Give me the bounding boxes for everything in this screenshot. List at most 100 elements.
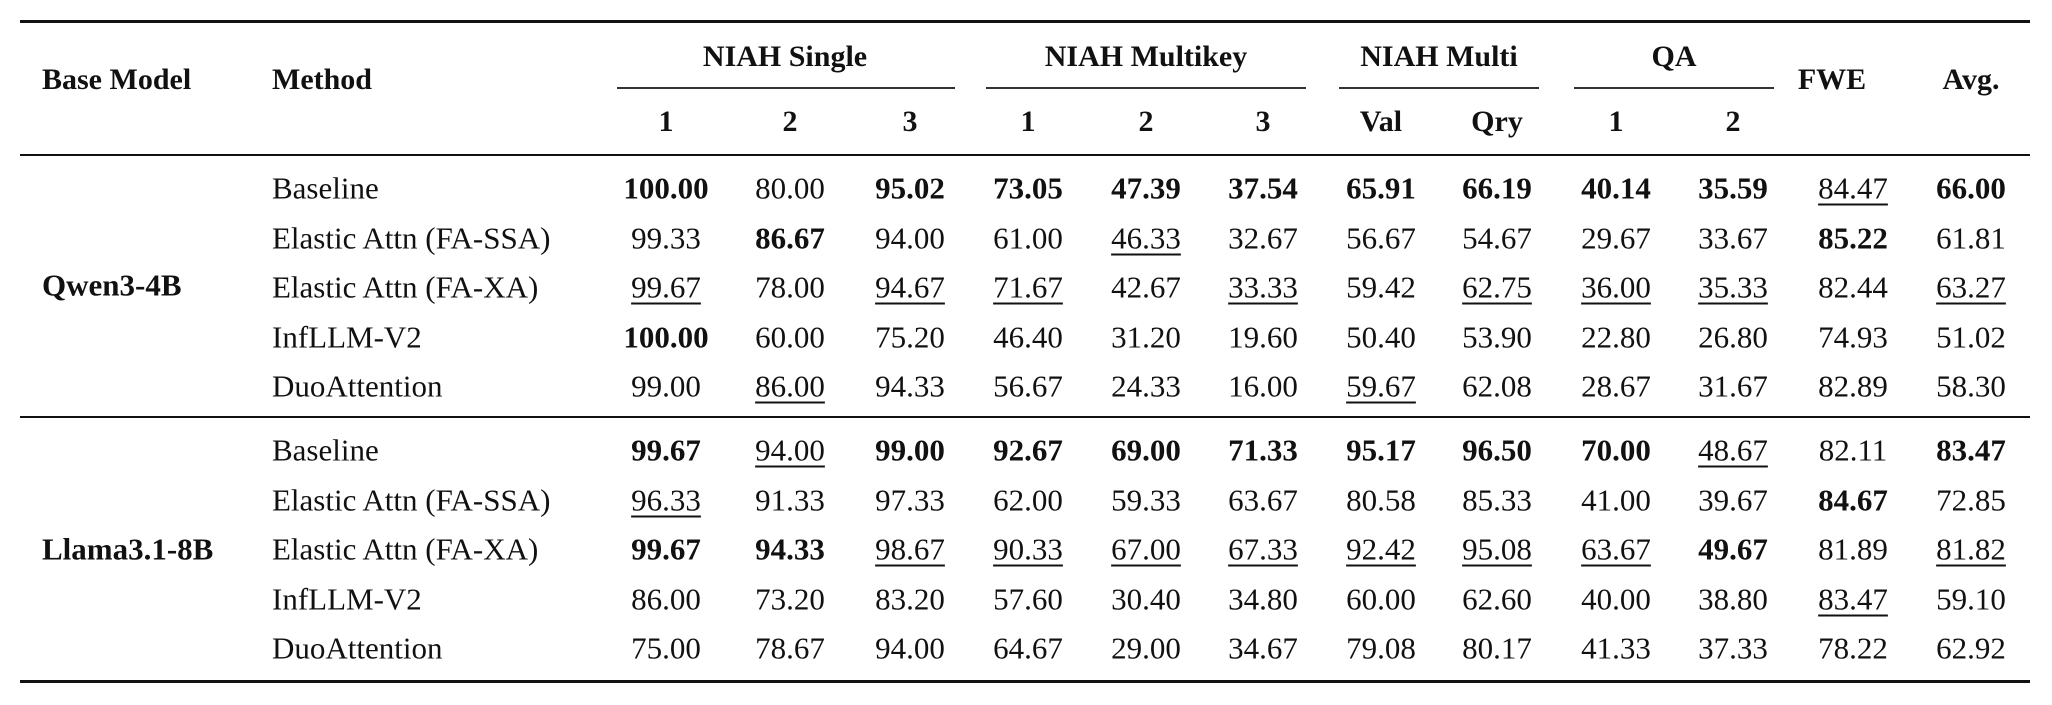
table-cell: 59.42	[1346, 269, 1416, 305]
table-cell: 40.14	[1581, 170, 1651, 206]
table-cell: 83.47	[1936, 432, 2006, 468]
subheader-cell: 2	[782, 105, 798, 138]
bottom-rule	[20, 680, 2030, 683]
table-cell: 99.33	[631, 220, 701, 255]
table-cell: 19.60	[1228, 319, 1298, 354]
table-cell: 73.05	[993, 170, 1063, 206]
table-cell: 48.67	[1698, 432, 1768, 468]
table-cell: 90.33	[993, 531, 1063, 567]
table-cell: 37.54	[1228, 170, 1298, 206]
table-cell: 72.85	[1936, 482, 2006, 517]
header-group-niah-single: NIAH Single	[702, 40, 868, 73]
table-cell: 80.58	[1346, 482, 1416, 517]
top-rule	[20, 20, 2030, 23]
table-cell: 60.00	[1346, 581, 1416, 616]
table-cell: 63.67	[1228, 482, 1298, 517]
model-name-llama: Llama3.1-8B	[42, 531, 214, 567]
subheader-cell: Qry	[1471, 105, 1523, 138]
table-cell: 95.02	[875, 170, 945, 206]
table-cell: 71.67	[993, 269, 1063, 305]
table-cell: 91.33	[755, 482, 825, 517]
table-cell: 63.27	[1936, 269, 2006, 305]
table-cell: 99.67	[631, 432, 701, 468]
table-cell: 53.90	[1462, 319, 1532, 354]
table-cell: 73.20	[755, 581, 825, 616]
header-rule	[20, 154, 2030, 156]
table-cell: 46.40	[993, 319, 1063, 354]
table-cell: 59.33	[1111, 482, 1181, 517]
table-cell: 78.67	[755, 630, 825, 666]
header-fwe: FWE	[1797, 63, 1867, 96]
table-cell: 82.89	[1818, 368, 1888, 404]
header-base-model: Base Model	[42, 63, 192, 96]
table-cell: 64.67	[993, 630, 1063, 666]
method-name: DuoAttention	[272, 630, 443, 666]
table-cell: 33.67	[1698, 220, 1768, 255]
table-cell: 62.60	[1462, 581, 1532, 616]
method-name: Elastic Attn (FA-XA)	[272, 531, 539, 567]
group-underline-qa	[1574, 87, 1774, 89]
table-cell: 16.00	[1228, 368, 1298, 404]
header-group-niah-multikey: NIAH Multikey	[1044, 40, 1248, 73]
group-underline-niah-multikey	[986, 87, 1306, 89]
table-cell: 62.00	[993, 482, 1063, 517]
table-cell: 39.67	[1698, 482, 1768, 517]
table-cell: 56.67	[1346, 220, 1416, 255]
table-cell: 96.33	[631, 482, 701, 517]
method-name: InfLLM-V2	[272, 319, 422, 354]
table-cell: 95.17	[1346, 432, 1416, 468]
table-cell: 37.33	[1698, 630, 1768, 666]
table-cell: 67.00	[1111, 531, 1181, 567]
table-cell: 99.67	[631, 269, 701, 305]
model-name-qwen: Qwen3-4B	[42, 267, 182, 303]
method-name: Baseline	[272, 432, 379, 468]
table-cell: 86.67	[755, 220, 825, 255]
header-group-niah-multi: NIAH Multi	[1360, 40, 1518, 73]
table-cell: 56.67	[993, 368, 1063, 404]
table-cell: 100.00	[623, 170, 709, 206]
table-cell: 36.00	[1581, 269, 1651, 305]
table-cell: 69.00	[1111, 432, 1181, 468]
table-cell: 80.17	[1462, 630, 1532, 666]
table-cell: 66.00	[1936, 170, 2006, 206]
table-cell: 50.40	[1346, 319, 1416, 354]
subheader-cell: 2	[1725, 105, 1741, 138]
method-name: Elastic Attn (FA-XA)	[272, 269, 539, 305]
table-cell: 75.20	[875, 319, 945, 354]
header-method: Method	[272, 63, 372, 96]
table-cell: 85.33	[1462, 482, 1532, 517]
table-cell: 63.67	[1581, 531, 1651, 567]
table-cell: 94.00	[875, 220, 945, 255]
table-cell: 26.80	[1698, 319, 1768, 354]
table-cell: 79.08	[1346, 630, 1416, 666]
table-cell: 22.80	[1581, 319, 1651, 354]
table-cell: 80.00	[755, 170, 825, 206]
table-cell: 75.00	[631, 630, 701, 666]
table-cell: 32.67	[1228, 220, 1298, 255]
method-name: Baseline	[272, 170, 379, 206]
table-cell: 81.82	[1936, 531, 2006, 567]
table-cell: 84.47	[1818, 170, 1888, 206]
table-cell: 34.67	[1228, 630, 1298, 666]
table-cell: 38.80	[1698, 581, 1768, 616]
table-cell: 95.08	[1462, 531, 1532, 567]
table-cell: 51.02	[1936, 319, 2006, 354]
section-rule	[20, 416, 2030, 418]
table-cell: 33.33	[1228, 269, 1298, 305]
table-cell: 28.67	[1581, 368, 1651, 404]
method-name: Elastic Attn (FA-SSA)	[272, 482, 551, 517]
subheader-cell: 1	[658, 105, 674, 138]
table-cell: 83.47	[1818, 581, 1888, 616]
table-cell: 99.67	[631, 531, 701, 567]
table-cell: 60.00	[755, 319, 825, 354]
table-cell: 62.08	[1462, 368, 1532, 404]
table-cell: 47.39	[1111, 170, 1181, 206]
method-name: InfLLM-V2	[272, 581, 422, 616]
table-cell: 92.42	[1346, 531, 1416, 567]
table-cell: 34.80	[1228, 581, 1298, 616]
table-cell: 42.67	[1111, 269, 1181, 305]
table-cell: 98.67	[875, 531, 945, 567]
table-cell: 46.33	[1111, 220, 1181, 255]
table-cell: 71.33	[1228, 432, 1298, 468]
table-cell: 30.40	[1111, 581, 1181, 616]
